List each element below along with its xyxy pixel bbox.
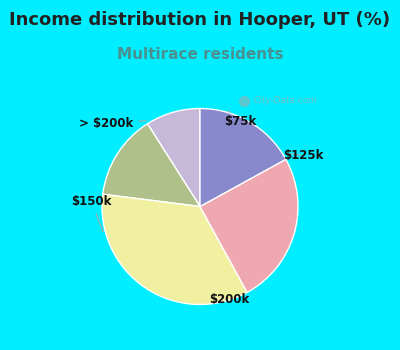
Wedge shape	[200, 159, 298, 292]
Text: $200k: $200k	[209, 289, 256, 306]
Text: City-Data.com: City-Data.com	[254, 96, 318, 105]
Wedge shape	[102, 194, 247, 304]
Wedge shape	[148, 108, 200, 206]
Text: $150k: $150k	[72, 195, 112, 232]
Text: $125k: $125k	[283, 149, 324, 162]
Wedge shape	[103, 124, 200, 206]
Text: Multirace residents: Multirace residents	[117, 47, 283, 62]
Text: > $200k: > $200k	[79, 117, 146, 130]
Text: Income distribution in Hooper, UT (%): Income distribution in Hooper, UT (%)	[10, 10, 390, 29]
Wedge shape	[200, 108, 286, 206]
Text: $75k: $75k	[224, 111, 257, 128]
